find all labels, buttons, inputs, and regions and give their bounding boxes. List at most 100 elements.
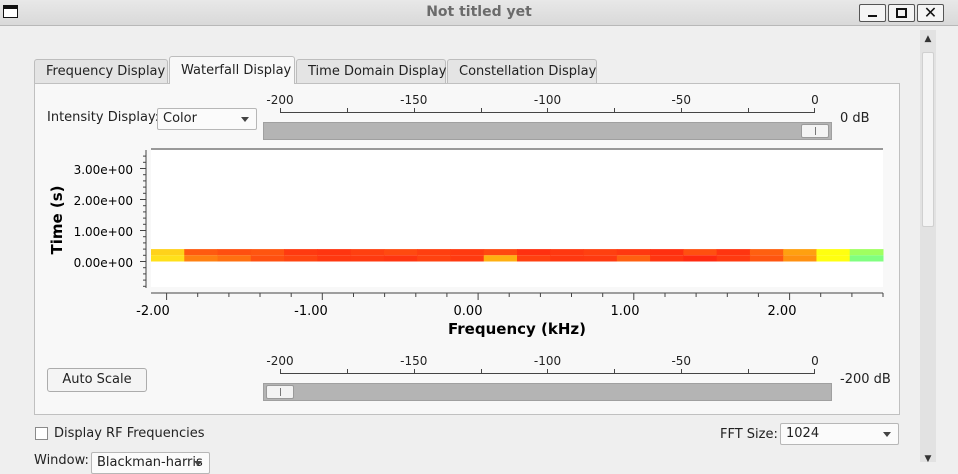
- scale-tick: [814, 108, 815, 113]
- scale-tick: [814, 369, 815, 374]
- scale-tick-label: -50: [671, 93, 692, 107]
- heatmap-cell: [184, 255, 219, 262]
- heatmap-cell: [816, 249, 851, 256]
- vertical-scrollbar[interactable]: ▲ ▼: [920, 30, 936, 464]
- min-intensity-slider[interactable]: [263, 383, 832, 401]
- display-rf-frequencies-checkbox[interactable]: [35, 427, 48, 440]
- heatmap-cell: [217, 249, 252, 256]
- scale-tick-label: -100: [533, 354, 562, 368]
- close-icon: ✕: [923, 3, 938, 22]
- heatmap-cell: [450, 249, 485, 256]
- window-function-label: Window:: [34, 453, 89, 468]
- scroll-down-icon[interactable]: ▼: [924, 454, 932, 464]
- y-tick-label: 0.00e+00: [74, 256, 133, 270]
- heatmap-cell: [151, 255, 185, 262]
- window-function-select[interactable]: Blackman-harris: [91, 452, 210, 474]
- scale-tick: [414, 108, 415, 113]
- heatmap-cell: [783, 255, 817, 262]
- top-slider-scale: -200 -150 -100 -50 0: [266, 93, 819, 113]
- x-tick-label: 1.00: [611, 304, 640, 319]
- chevron-down-icon: [883, 432, 891, 437]
- x-tick-label: -1.00: [294, 304, 328, 319]
- scale-tick-label: -150: [400, 93, 428, 107]
- scale-tick: [614, 369, 615, 374]
- heatmap-cells: [151, 249, 884, 262]
- heatmap-cell: [683, 255, 718, 262]
- heatmap-cell: [450, 255, 485, 262]
- heatmap-cell: [383, 249, 418, 256]
- y-tick-label: 2.00e+00: [74, 194, 133, 208]
- heatmap-cell: [650, 249, 684, 256]
- scale-tick-label: -100: [533, 93, 562, 107]
- fft-size-label: FFT Size:: [720, 427, 778, 442]
- max-intensity-value: 0 dB: [840, 111, 870, 126]
- heatmap-cell: [683, 249, 718, 256]
- heatmap-cell: [550, 249, 585, 256]
- y-tick-label: 1.00e+00: [74, 225, 133, 239]
- heatmap-cell: [816, 255, 851, 262]
- plot-canvas: [151, 150, 883, 287]
- min-intensity-value: -200 dB: [840, 372, 891, 387]
- scale-tick-label: -50: [671, 354, 692, 368]
- heatmap-cell: [317, 255, 352, 262]
- tab-label: Time Domain Display: [308, 64, 447, 79]
- heatmap-cell: [417, 249, 451, 256]
- bottom-slider-scale: -200 -150 -100 -50 0: [266, 354, 819, 374]
- heatmap-cell: [217, 255, 252, 262]
- minimize-button[interactable]: [859, 4, 886, 22]
- heatmap-cell: [616, 255, 651, 262]
- scale-tick-label: 0: [811, 354, 819, 368]
- heatmap-cell: [550, 255, 585, 262]
- heatmap-cell: [749, 249, 784, 256]
- heatmap-cell: [483, 255, 518, 262]
- scale-tick-label: -200: [266, 354, 294, 368]
- heatmap-cell: [849, 255, 884, 262]
- window-function-value: Blackman-harris: [97, 455, 203, 470]
- heatmap-cell: [250, 249, 285, 256]
- maximize-button[interactable]: [888, 4, 915, 22]
- tab-waterfall-display[interactable]: Waterfall Display: [169, 56, 295, 84]
- scale-tick-label: -150: [400, 354, 428, 368]
- heatmap-cell: [317, 249, 352, 256]
- scale-tick: [347, 108, 348, 113]
- heatmap-cell: [716, 249, 751, 256]
- x-tick-label: -2.00: [136, 304, 170, 319]
- scale-tick-label: -200: [266, 93, 294, 107]
- heatmap-cell: [350, 249, 385, 256]
- y-tick-label: 3.00e+00: [74, 163, 133, 177]
- scale-tick: [681, 108, 682, 113]
- heatmap-cell: [483, 249, 518, 256]
- max-intensity-slider[interactable]: [263, 122, 832, 140]
- heatmap-cell: [383, 255, 418, 262]
- heatmap-cell: [284, 255, 318, 262]
- window-menu-icon[interactable]: [3, 5, 18, 18]
- tab-time-domain-display[interactable]: Time Domain Display: [296, 59, 446, 84]
- tab-frequency-display[interactable]: Frequency Display: [34, 59, 168, 84]
- scale-tick: [547, 108, 548, 113]
- scale-tick: [280, 369, 281, 374]
- x-axis-label: Frequency (kHz): [448, 320, 586, 338]
- heatmap-cell: [716, 255, 751, 262]
- close-button[interactable]: ✕: [917, 3, 944, 22]
- intensity-display-select[interactable]: Color: [157, 108, 257, 130]
- x-tick-label: 0.00: [454, 304, 483, 319]
- heatmap-cell: [650, 255, 684, 262]
- heatmap-cell: [350, 255, 385, 262]
- y-axis-minor-ticks: [140, 155, 146, 287]
- heatmap-cell: [250, 255, 285, 262]
- auto-scale-button[interactable]: Auto Scale: [47, 368, 147, 392]
- scroll-up-icon[interactable]: ▲: [924, 34, 932, 44]
- scale-tick: [681, 369, 682, 374]
- tab-label: Waterfall Display: [181, 63, 292, 78]
- scale-tick: [347, 369, 348, 374]
- heatmap-cell: [417, 255, 451, 262]
- scrollbar-thumb[interactable]: [922, 52, 934, 227]
- scale-tick: [481, 108, 482, 113]
- tab-constellation-display[interactable]: Constellation Display: [447, 59, 597, 84]
- window-title: Not titled yet: [426, 4, 532, 20]
- heatmap-cell: [284, 249, 318, 256]
- fft-size-select[interactable]: 1024: [780, 423, 899, 445]
- slider-handle[interactable]: [266, 385, 294, 399]
- slider-handle[interactable]: [801, 124, 829, 138]
- heatmap-cell: [151, 249, 185, 256]
